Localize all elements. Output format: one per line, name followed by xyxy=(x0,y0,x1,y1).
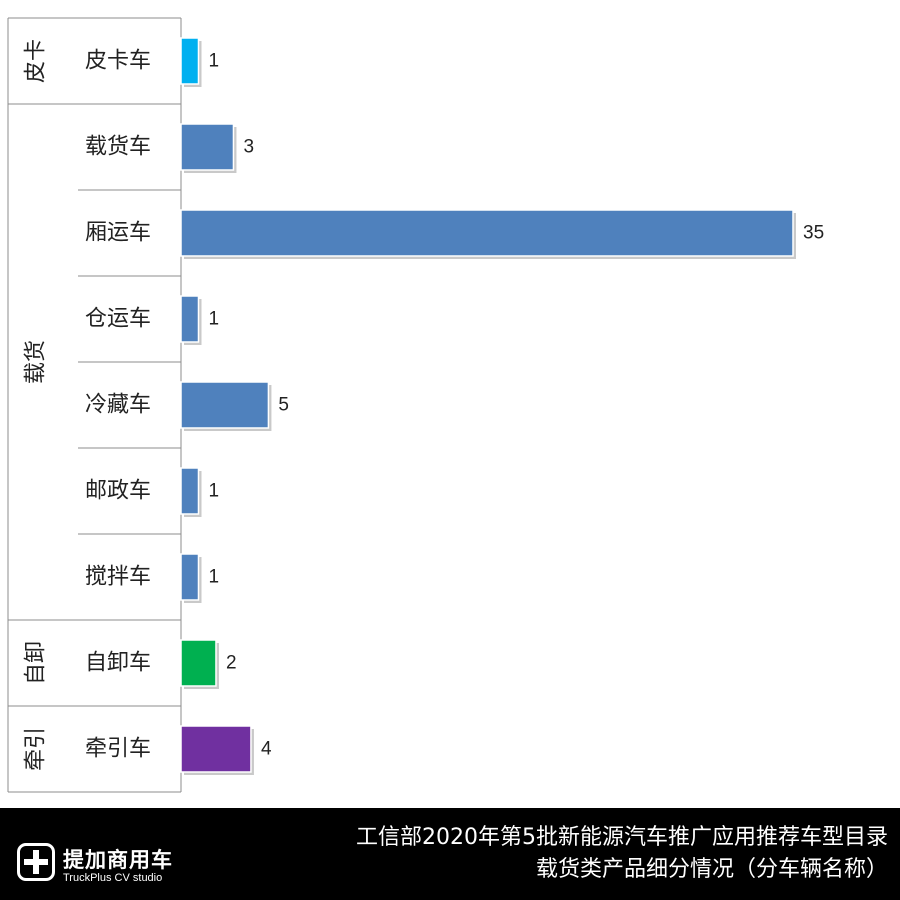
bar xyxy=(180,639,217,687)
category-label: 厢运车 xyxy=(85,221,151,246)
category-label: 邮政车 xyxy=(85,479,151,504)
chart-title-line-1: 工信部2020年第5批新能源汽车推广应用推荐车型目录 xyxy=(356,825,888,850)
data-label: 1 xyxy=(208,309,219,330)
logo-chinese-name: 提加商用车 xyxy=(63,848,173,872)
data-label: 1 xyxy=(208,567,219,588)
bar xyxy=(180,37,200,85)
group-label: 皮卡 xyxy=(24,39,49,83)
category-label: 皮卡车 xyxy=(85,49,151,74)
bar xyxy=(180,553,200,601)
footer-banner: 提加商用车 TruckPlus CV studio 工信部2020年第5批新能源… xyxy=(0,808,900,900)
group-label: 牵引 xyxy=(24,727,49,771)
category-label: 仓运车 xyxy=(85,307,151,332)
truckplus-logo-icon xyxy=(17,843,55,881)
category-label: 载货车 xyxy=(85,135,151,160)
chart-title: 工信部2020年第5批新能源汽车推广应用推荐车型目录 载货类产品细分情况（分车辆… xyxy=(356,822,888,886)
data-label: 35 xyxy=(803,223,824,244)
category-label: 牵引车 xyxy=(85,737,151,762)
data-label: 5 xyxy=(278,395,289,416)
bar xyxy=(180,725,252,773)
bar xyxy=(180,467,200,515)
bar xyxy=(180,381,270,429)
category-label: 冷藏车 xyxy=(85,393,151,418)
bar xyxy=(180,295,200,343)
data-label: 1 xyxy=(208,481,219,502)
chart-title-line-2: 载货类产品细分情况（分车辆名称） xyxy=(535,857,888,882)
bar xyxy=(180,123,235,171)
chart-area: 皮卡 皮卡车 1 载货 载货车 3 厢运车 35 仓运车 1 冷藏车 5 邮政车 1 搅拌车 1 自卸 自卸车 2 牵… xyxy=(7,17,824,793)
group-label: 载货 xyxy=(24,340,49,384)
data-label: 4 xyxy=(261,739,272,760)
bar xyxy=(180,209,794,257)
logo-english-name: TruckPlus CV studio xyxy=(63,872,163,884)
data-label: 2 xyxy=(226,653,237,674)
bar-chart: 皮卡 皮卡车 1 载货 载货车 3 厢运车 35 仓运车 1 冷藏车 5 邮政车 1 搅拌车 1 自卸 自卸车 2 牵… xyxy=(7,17,824,793)
category-label: 自卸车 xyxy=(85,651,151,676)
data-label: 3 xyxy=(243,137,254,158)
data-label: 1 xyxy=(208,51,219,72)
category-label: 搅拌车 xyxy=(85,565,151,590)
truckplus-logo: 提加商用车 TruckPlus CV studio xyxy=(17,843,217,893)
group-label: 自卸 xyxy=(24,641,49,685)
